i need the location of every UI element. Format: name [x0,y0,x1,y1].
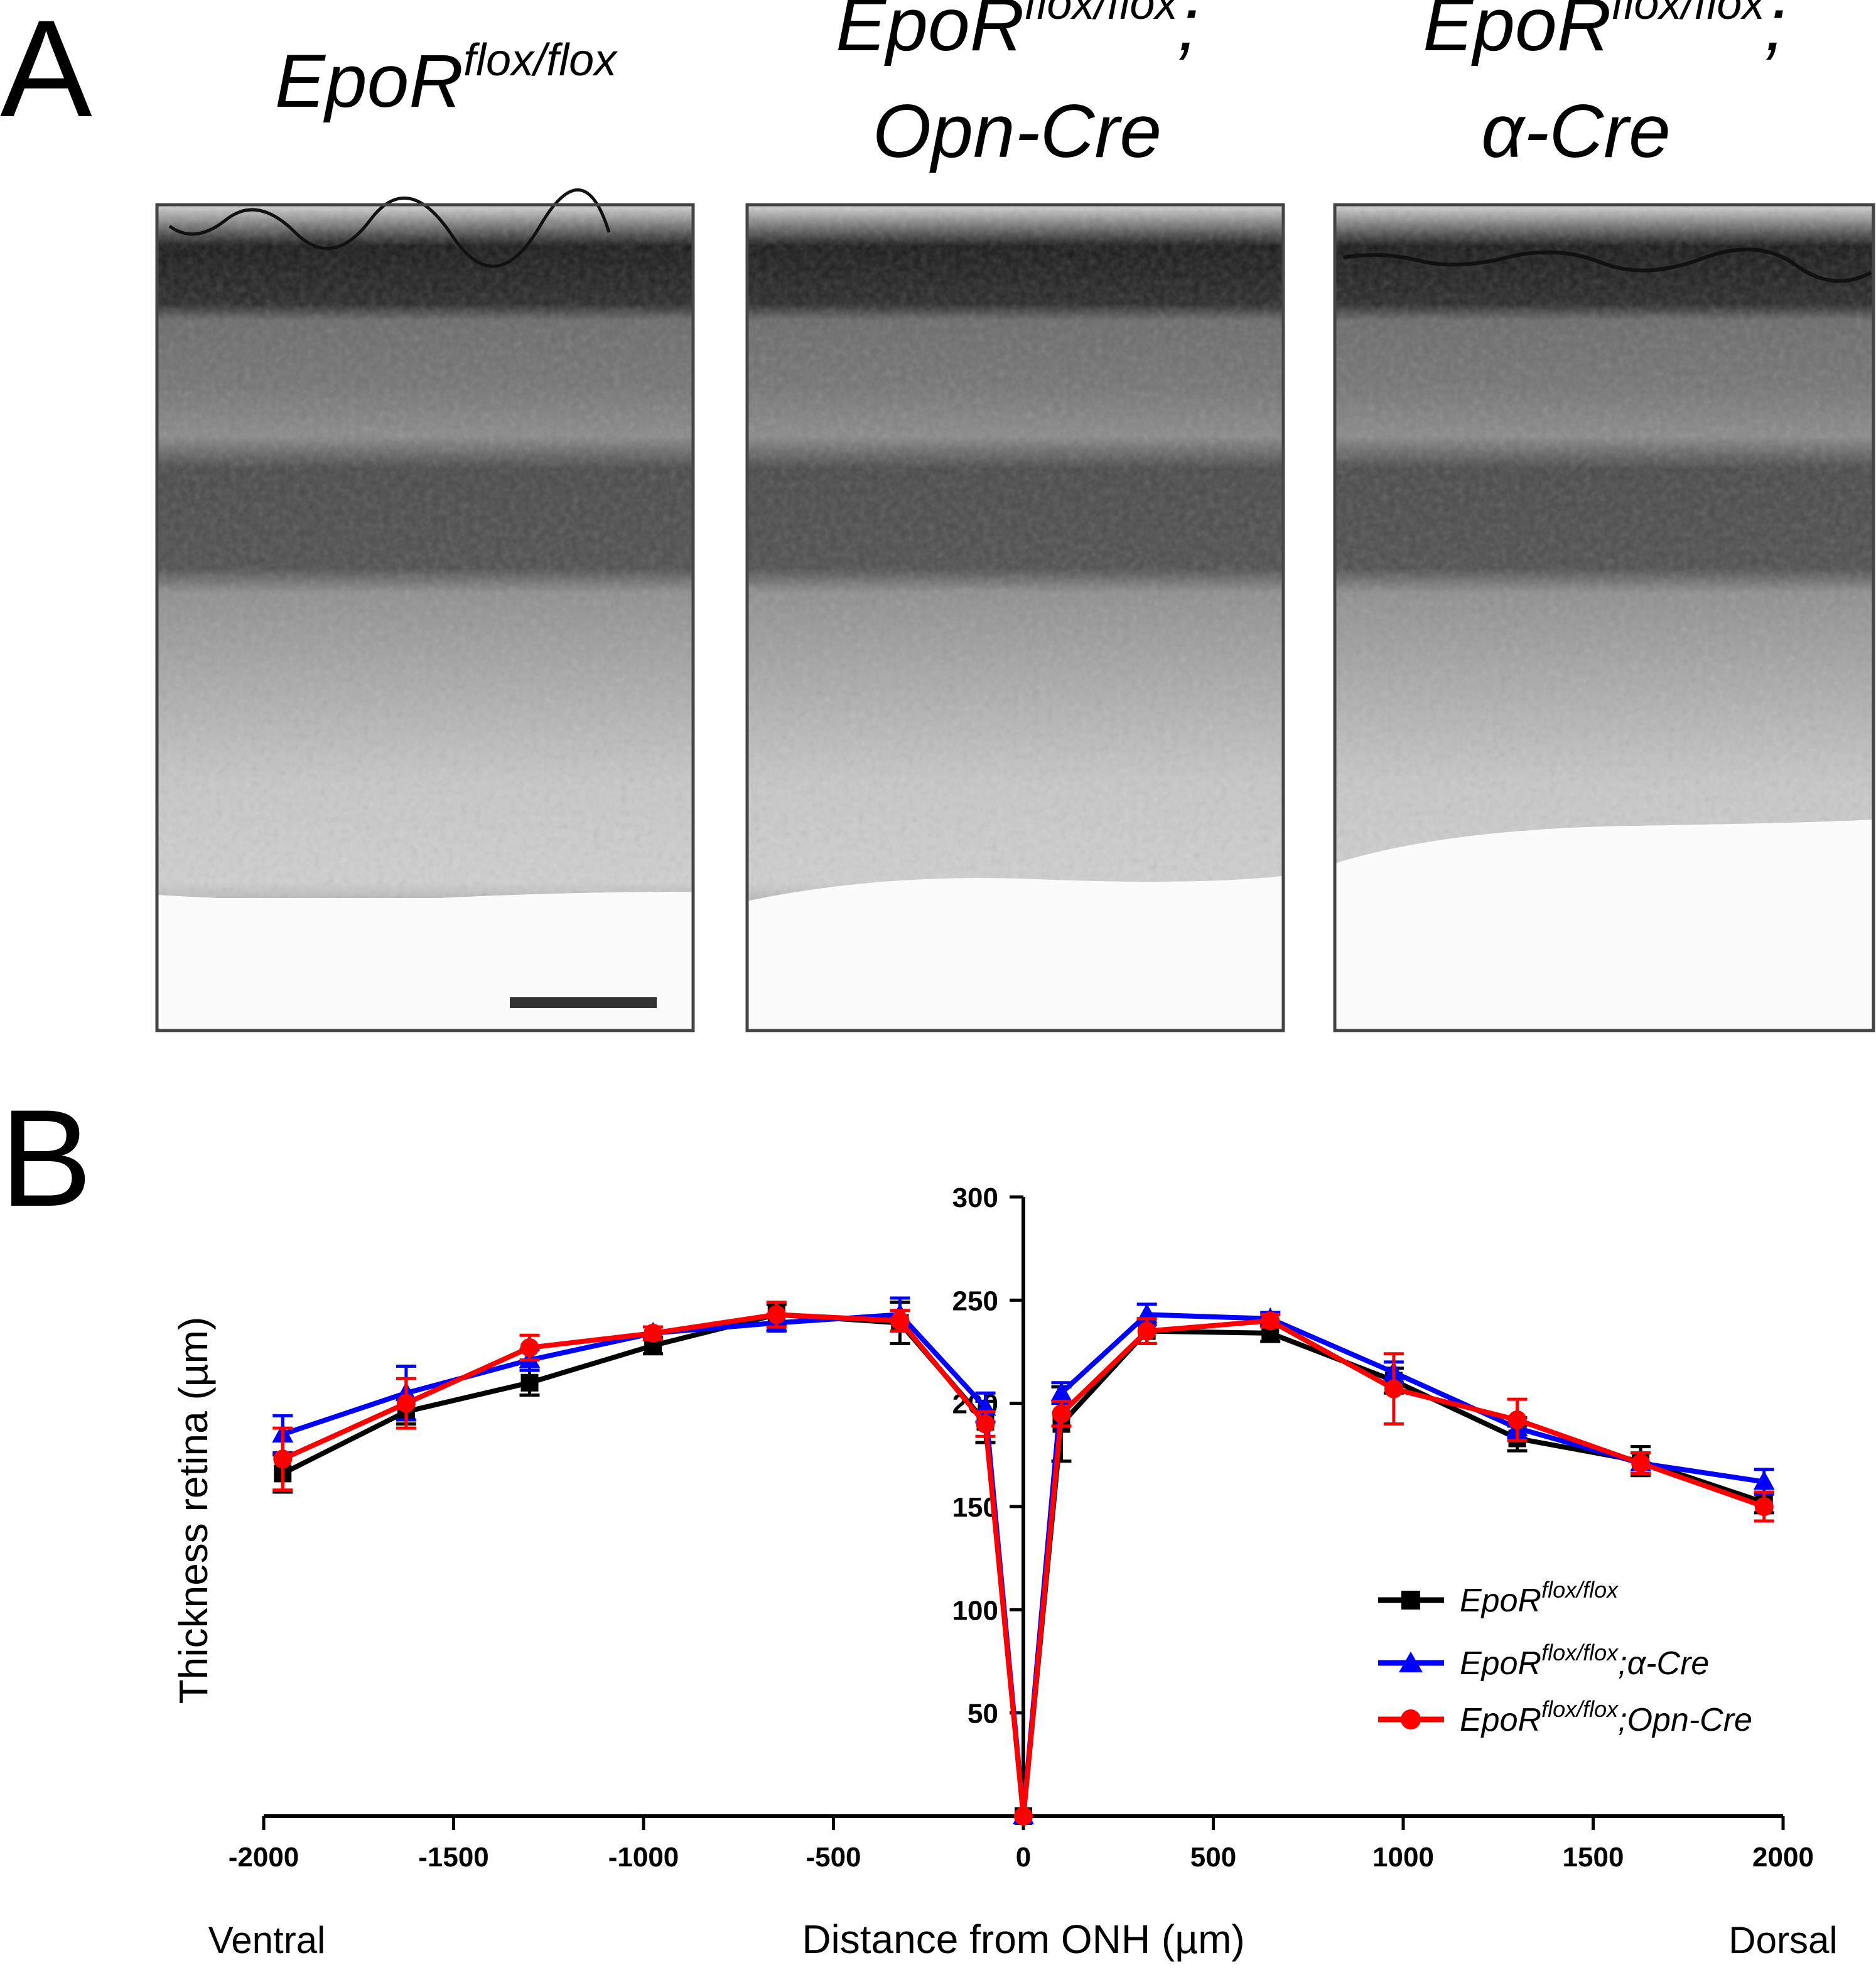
x-tick-label-2: -1000 [608,1842,679,1873]
point-2-1 [396,1394,416,1413]
thickness-chart: -2000 -1500 -1000 -500 0 500 1000 1500 2000 50 100… [229,1183,1814,1873]
point-2-2 [520,1338,539,1357]
x-tick-label-6: 1000 [1372,1842,1434,1873]
y-axis-title: Thickness retina (µm) [171,1317,216,1704]
point-2-13 [1631,1453,1651,1473]
y-tick-label-4: 250 [952,1285,998,1316]
point-1-14 [1753,1470,1775,1490]
x-tick-label-1: -1500 [418,1842,489,1873]
panel-a-letter: A [0,0,92,146]
point-2-6 [976,1414,995,1434]
x-tick-label-0: -2000 [229,1842,299,1873]
x-tick-label-7: 1500 [1563,1842,1624,1873]
point-2-5 [890,1311,910,1331]
point-2-11 [1384,1379,1403,1399]
legend-label-1: EpoRflox/flox [1460,1577,1619,1619]
dorsal-label: Dorsal [1728,1919,1837,1961]
point-2-7 [1014,1807,1033,1826]
x-tick-label-8: 2000 [1752,1842,1814,1873]
legend-entry-2: EpoRflox/flox;α-Cre [1378,1640,1709,1682]
x-axis-title: Distance from ONH (µm) [802,1917,1244,1962]
y-tick-label-1: 100 [952,1595,998,1626]
scale-bar [510,997,657,1008]
point-2-10 [1261,1311,1280,1331]
panel-title-3: EpoRflox/flox; [1423,0,1786,67]
retina-micrograph-3 [1333,203,1875,1032]
panel-title-1: EpoRflox/flox [275,35,618,123]
retina-micrograph-2 [745,203,1285,1032]
legend-label-3: EpoRflox/flox;Opn-Cre [1460,1696,1752,1738]
x-tick-label-4: 0 [1016,1842,1031,1873]
x-tick-label-5: 500 [1190,1842,1236,1873]
point-1-8 [1050,1382,1072,1402]
panel-title-2: EpoRflox/flox; [836,0,1199,67]
legend-label-2: EpoRflox/flox;α-Cre [1460,1640,1709,1682]
legend-entry-1: EpoRflox/flox [1378,1577,1619,1619]
point-2-9 [1137,1321,1156,1341]
panel-b-letter: B [0,1081,92,1235]
point-2-8 [1052,1404,1071,1424]
ventral-label: Ventral [208,1919,326,1961]
point-2-14 [1754,1497,1774,1516]
point-2-0 [273,1449,293,1469]
panel-title-2-line2: Opn-Cre [873,89,1162,173]
retina-micrograph-1 [155,188,695,1032]
y-tick-label-5: 300 [952,1183,998,1213]
x-tick-label-3: -500 [806,1842,861,1873]
legend: EpoRflox/flox EpoRflox/flox;α-Cre EpoRfl… [1378,1577,1752,1738]
point-2-3 [644,1323,663,1343]
point-0-2 [520,1373,539,1392]
point-2-4 [767,1305,786,1324]
y-tick-label-0: 50 [968,1699,998,1729]
legend-entry-3: EpoRflox/flox;Opn-Cre [1378,1696,1752,1738]
point-2-12 [1507,1410,1527,1429]
panel-title-3-line2: α-Cre [1481,89,1671,173]
